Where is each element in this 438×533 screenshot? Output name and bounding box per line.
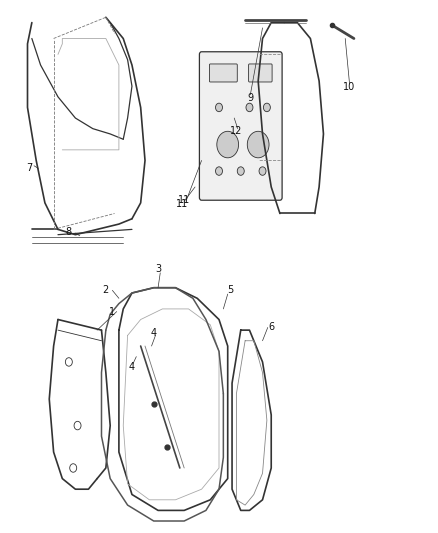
Circle shape [70,464,77,472]
Circle shape [247,131,269,158]
Text: 10: 10 [343,82,356,92]
Text: 5: 5 [227,285,233,295]
Text: 6: 6 [268,322,274,333]
Text: 2: 2 [103,285,109,295]
Text: 12: 12 [230,126,243,136]
Text: 11: 11 [176,199,188,209]
Circle shape [263,103,270,112]
FancyBboxPatch shape [249,64,272,82]
Circle shape [259,167,266,175]
Circle shape [237,167,244,175]
Text: 7: 7 [27,164,33,173]
Circle shape [74,421,81,430]
Text: 4: 4 [151,328,157,338]
FancyBboxPatch shape [199,52,282,200]
Text: 4: 4 [129,362,135,372]
Circle shape [215,167,223,175]
Text: 8: 8 [66,227,72,237]
Text: 9: 9 [247,93,254,103]
Circle shape [217,131,239,158]
FancyBboxPatch shape [209,64,237,82]
Circle shape [65,358,72,366]
Text: 3: 3 [155,264,161,274]
Circle shape [246,103,253,112]
Circle shape [215,103,223,112]
Text: 1: 1 [110,306,116,317]
Text: 11: 11 [178,195,190,205]
